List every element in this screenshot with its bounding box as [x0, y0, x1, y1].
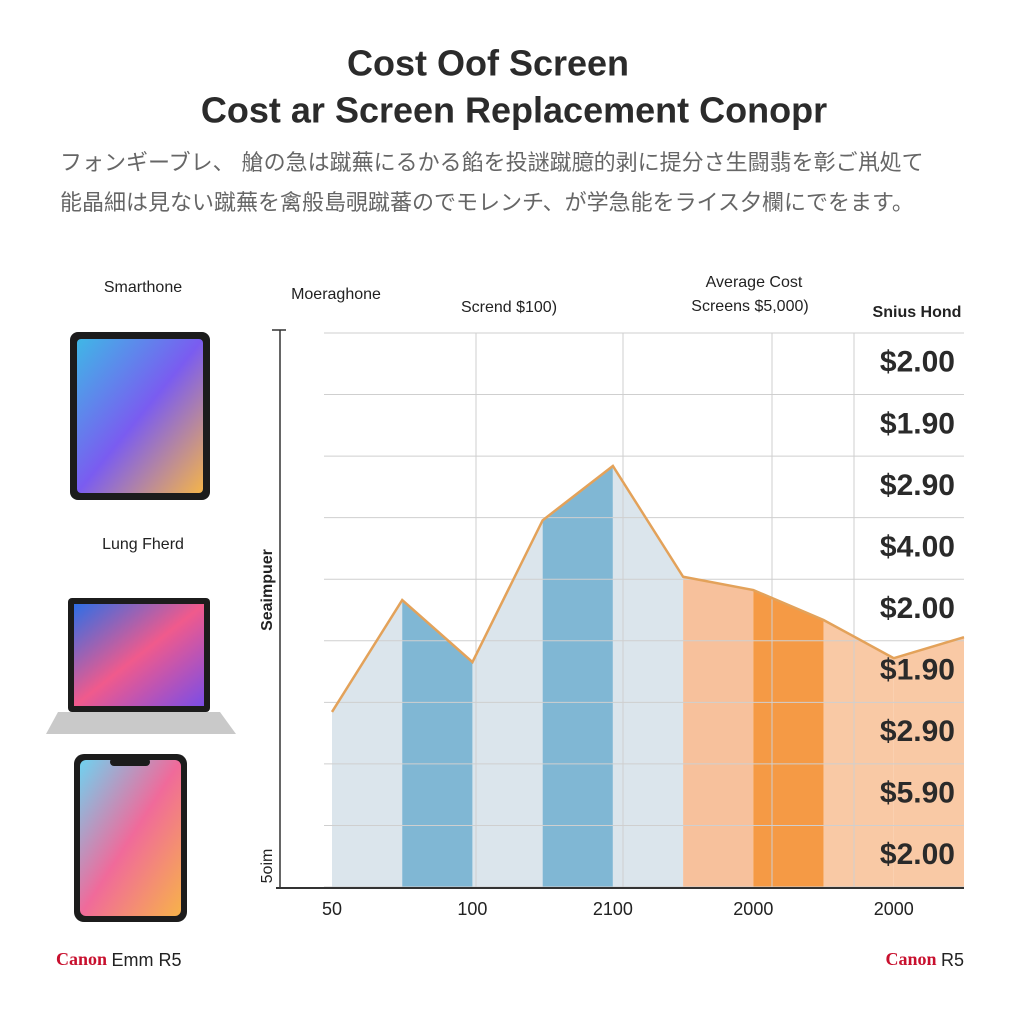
area-band	[402, 600, 473, 887]
side-label: $2.00	[880, 592, 955, 625]
side-label: $1.90	[880, 407, 955, 440]
side-label: $2.90	[880, 715, 955, 748]
area-band	[823, 619, 894, 887]
brand-text: Emm R5	[111, 950, 181, 970]
phone-icon	[74, 754, 187, 922]
footer-brand: Canon Emm R5	[56, 949, 182, 970]
y-foot-label: 5oim	[259, 849, 276, 884]
brand-name: Canon	[886, 949, 937, 969]
device-label: Lung Fherd	[102, 536, 184, 553]
tablet-icon	[70, 332, 210, 500]
side-label: $5.90	[880, 777, 955, 810]
area-band	[893, 637, 964, 887]
top-label: Average Cost	[706, 274, 803, 291]
subtitle-line: フォンギーブレ、 艙の急は蹴蕪にるかる餡を投謎蹴臆的剥に提分さ生闘翡を彰ご鼡処て	[60, 151, 924, 176]
x-tick-label: 50	[322, 899, 342, 919]
area-band	[683, 576, 754, 887]
area-band	[612, 465, 684, 887]
area-band	[332, 600, 403, 887]
x-tick-label: 2100	[593, 899, 633, 919]
x-tick-label: 2000	[733, 899, 773, 919]
y-axis-label: Seaimpuer	[259, 549, 276, 631]
device-label: Smarthone	[104, 279, 182, 296]
top-label: Screens $5,000)	[691, 298, 808, 315]
area-band	[472, 520, 543, 887]
side-label: $2.90	[880, 469, 955, 502]
footer-brand: Canon R5	[886, 949, 965, 970]
title-line: Cost ar Screen Replacement Conopr	[201, 90, 827, 131]
side-label: $2.00	[880, 346, 955, 379]
brand-text: R5	[941, 950, 964, 970]
top-label: Scrend $100)	[461, 299, 557, 316]
top-label: Moeraghone	[291, 286, 381, 303]
title-line: Cost Oof Screen	[347, 43, 629, 84]
area-band	[753, 590, 824, 887]
brand-name: Canon	[56, 949, 107, 969]
x-tick-label: 100	[457, 899, 487, 919]
laptop-icon	[46, 598, 236, 734]
side-label: $4.00	[880, 530, 955, 563]
subtitle-line: 能晶細は見ない蹴蕪を禽般島覗蹴蕃のでモレンチ、が学急能をライス夕欄にでをます。	[60, 191, 914, 216]
area-band	[542, 465, 613, 887]
side-label: $1.90	[880, 653, 955, 686]
side-header: Snius Hond	[873, 304, 962, 321]
x-tick-label: 2000	[874, 899, 914, 919]
area-line	[330, 464, 965, 713]
side-label: $2.00	[880, 838, 955, 871]
